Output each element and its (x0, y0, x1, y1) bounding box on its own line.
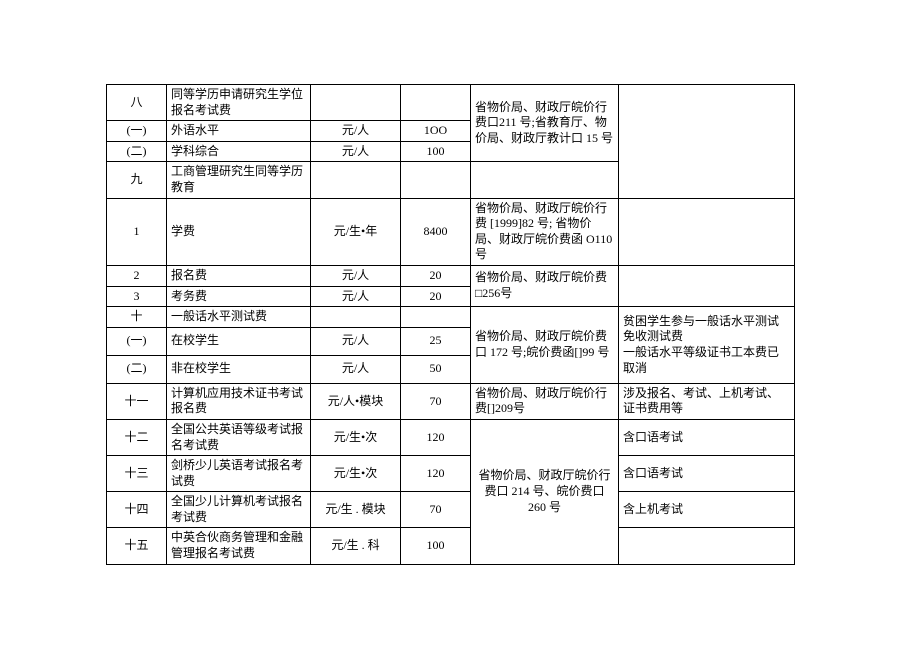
cell-idx: (二) (107, 141, 167, 162)
cell-name: 计算机应用技术证书考试报名费 (167, 383, 311, 419)
cell-name: 报名费 (167, 265, 311, 286)
cell-fee: 25 (401, 327, 471, 355)
cell-basis (471, 162, 619, 198)
cell-fee: 20 (401, 286, 471, 307)
table-row: 十三 剑桥少儿英语考试报名考试费 元/生•次 120 含口语考试 (107, 456, 795, 492)
cell-fee: 70 (401, 492, 471, 528)
cell-fee: 100 (401, 141, 471, 162)
cell-basis: 省物价局、财政厅皖价费□256号 (471, 265, 619, 306)
cell-fee: 8400 (401, 198, 471, 265)
cell-name: 同等学历申请研究生学位报名考试费 (167, 85, 311, 121)
fee-table: 八 同等学历申请研究生学位报名考试费 省物价局、财政厅皖价行费口211 号;省教… (106, 84, 795, 565)
table-row: 八 同等学历申请研究生学位报名考试费 省物价局、财政厅皖价行费口211 号;省教… (107, 85, 795, 121)
cell-name: 学费 (167, 198, 311, 265)
cell-fee: 70 (401, 383, 471, 419)
cell-name: 工商管理研究生同等学历教育 (167, 162, 311, 198)
cell-idx: 3 (107, 286, 167, 307)
cell-unit (311, 85, 401, 121)
cell-unit: 元/人 (311, 355, 401, 383)
cell-unit: 元/人 (311, 286, 401, 307)
cell-fee: 50 (401, 355, 471, 383)
table-row: 十四 全国少儿计算机考试报名考试费 元/生 . 模块 70 含上机考试 (107, 492, 795, 528)
cell-unit: 元/生•次 (311, 456, 401, 492)
cell-name: 全国公共英语等级考试报名考试费 (167, 419, 311, 455)
cell-idx: 八 (107, 85, 167, 121)
cell-name: 考务费 (167, 286, 311, 307)
cell-fee (401, 162, 471, 198)
table-row: 2 报名费 元/人 20 省物价局、财政厅皖价费□256号 (107, 265, 795, 286)
cell-note: 含口语考试 (619, 419, 795, 455)
table-row: 十一 计算机应用技术证书考试报名费 元/人•模块 70 省物价局、财政厅皖价行费… (107, 383, 795, 419)
cell-note (619, 528, 795, 564)
cell-note: 含上机考试 (619, 492, 795, 528)
cell-fee (401, 85, 471, 121)
cell-basis: 省物价局、财政厅皖价费口 172 号;皖价费函[]99 号 (471, 307, 619, 384)
cell-unit: 元/人 (311, 121, 401, 142)
cell-idx: 十 (107, 307, 167, 328)
cell-unit: 元/人 (311, 265, 401, 286)
cell-idx: 十二 (107, 419, 167, 455)
cell-note: 贫困学生参与一般话水平测试免收测试费 一般话水平等级证书工本费已取消 (619, 307, 795, 384)
table-row: 十五 中英合伙商务管理和金融管理报名考试费 元/生 . 科 100 (107, 528, 795, 564)
cell-idx: 十一 (107, 383, 167, 419)
cell-name: 外语水平 (167, 121, 311, 142)
cell-fee: 1OO (401, 121, 471, 142)
cell-idx: (一) (107, 327, 167, 355)
cell-fee (401, 307, 471, 328)
cell-fee: 120 (401, 456, 471, 492)
cell-idx: 1 (107, 198, 167, 265)
cell-unit: 元/生•次 (311, 419, 401, 455)
cell-basis: 省物价局、财政厅皖价行费口211 号;省教育厅、物价局、财政厅教计口 15 号 (471, 85, 619, 162)
cell-unit (311, 307, 401, 328)
cell-unit: 元/人•模块 (311, 383, 401, 419)
cell-basis: 省物价局、财政厅皖价行费[]209号 (471, 383, 619, 419)
cell-unit: 元/生 . 模块 (311, 492, 401, 528)
cell-name: 学科综合 (167, 141, 311, 162)
cell-idx: 九 (107, 162, 167, 198)
cell-basis: 省物价局、财政厅皖价行费 [1999]82 号; 省物价局、财政厅皖价费函 O1… (471, 198, 619, 265)
cell-note (619, 85, 795, 199)
cell-unit: 元/人 (311, 141, 401, 162)
table-row: 十 一般话水平测试费 省物价局、财政厅皖价费口 172 号;皖价费函[]99 号… (107, 307, 795, 328)
cell-unit: 元/生 . 科 (311, 528, 401, 564)
cell-note: 涉及报名、考试、上机考试、证书费用等 (619, 383, 795, 419)
cell-idx: 2 (107, 265, 167, 286)
cell-name: 剑桥少儿英语考试报名考试费 (167, 456, 311, 492)
cell-fee: 100 (401, 528, 471, 564)
cell-idx: (一) (107, 121, 167, 142)
cell-name: 非在校学生 (167, 355, 311, 383)
cell-name: 在校学生 (167, 327, 311, 355)
cell-unit: 元/生•年 (311, 198, 401, 265)
cell-fee: 120 (401, 419, 471, 455)
cell-note (619, 265, 795, 306)
cell-idx: 十四 (107, 492, 167, 528)
cell-name: 全国少儿计算机考试报名考试费 (167, 492, 311, 528)
cell-name: 一般话水平测试费 (167, 307, 311, 328)
cell-idx: (二) (107, 355, 167, 383)
cell-idx: 十三 (107, 456, 167, 492)
cell-unit: 元/人 (311, 327, 401, 355)
cell-name: 中英合伙商务管理和金融管理报名考试费 (167, 528, 311, 564)
cell-note: 含口语考试 (619, 456, 795, 492)
cell-idx: 十五 (107, 528, 167, 564)
table-row: 1 学费 元/生•年 8400 省物价局、财政厅皖价行费 [1999]82 号;… (107, 198, 795, 265)
cell-note (619, 198, 795, 265)
cell-basis: 省物价局、财政厅皖价行费口 214 号、皖价费口 260 号 (471, 419, 619, 564)
cell-fee: 20 (401, 265, 471, 286)
cell-unit (311, 162, 401, 198)
table-row: 十二 全国公共英语等级考试报名考试费 元/生•次 120 省物价局、财政厅皖价行… (107, 419, 795, 455)
